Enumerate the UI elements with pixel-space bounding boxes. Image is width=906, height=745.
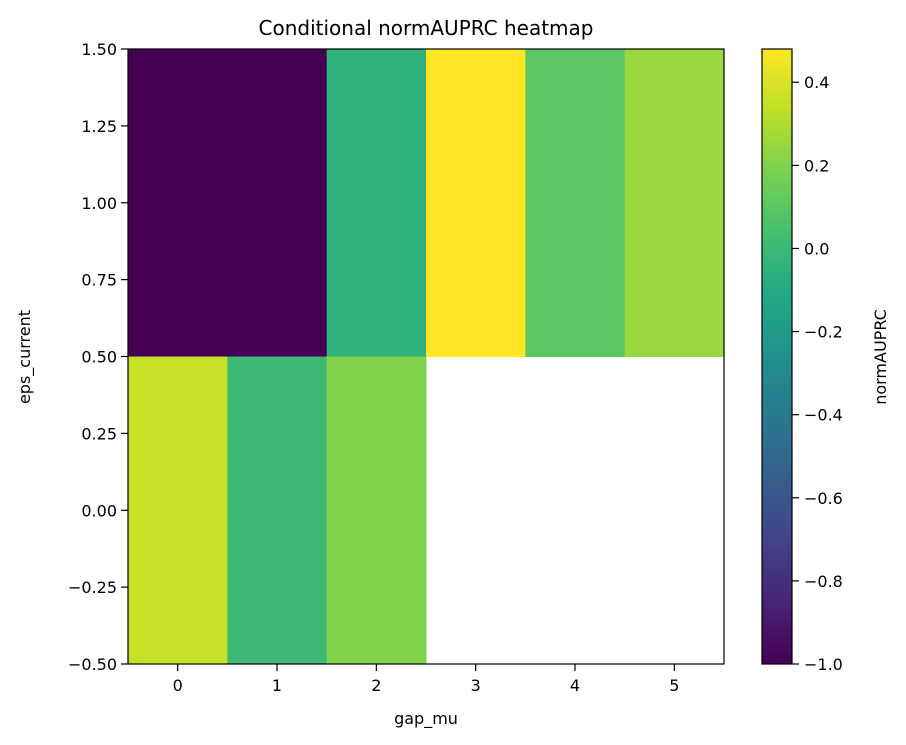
y-tick-label: 1.25	[81, 117, 117, 136]
colorbar	[761, 48, 793, 665]
y-axis-ticks: 1.50 1.25 1.00 0.75 0.50 0.25 0.00 −0.25 −0.50	[68, 40, 128, 674]
y-tick-label: 1.50	[81, 40, 117, 59]
colorbar-tick-label: 0.4	[804, 73, 829, 92]
x-tick-label: 4	[570, 676, 580, 695]
heatmap-cell	[624, 49, 725, 357]
colorbar-tick-label: −0.6	[804, 489, 843, 508]
y-tick-label: 1.00	[81, 194, 117, 213]
colorbar-label: normAUPRC	[871, 309, 890, 405]
colorbar-tick-label: −0.2	[804, 323, 843, 342]
heatmap-cell	[227, 49, 328, 357]
y-tick-label: 0.75	[81, 271, 117, 290]
x-tick-label: 5	[669, 676, 679, 695]
x-tick-label: 1	[272, 676, 282, 695]
y-axis-label: eps_current	[15, 310, 35, 404]
x-tick-label: 3	[471, 676, 481, 695]
x-tick-label: 0	[173, 676, 183, 695]
y-tick-label: 0.00	[81, 501, 117, 520]
colorbar-tick-label: 0.2	[804, 156, 829, 175]
chart-title: Conditional normAUPRC heatmap	[259, 16, 594, 40]
colorbar-tick-label: −1.0	[804, 655, 843, 674]
colorbar-ticks: 0.4 0.2 0.0 −0.2 −0.4 −0.6 −0.8 −1.0	[792, 73, 843, 674]
y-tick-label: −0.25	[68, 578, 117, 597]
x-axis-ticks: 0 1 2 3 4 5	[173, 664, 679, 695]
heatmap-cells	[128, 49, 725, 665]
x-axis-label: gap_mu	[394, 709, 458, 729]
y-tick-label: 0.50	[81, 348, 117, 367]
heatmap-cell	[326, 49, 427, 357]
y-tick-label: −0.50	[68, 655, 117, 674]
colorbar-tick-label: −0.8	[804, 572, 843, 591]
heatmap-cell	[525, 49, 626, 357]
heatmap-cell	[426, 49, 526, 357]
x-tick-label: 2	[371, 676, 381, 695]
heatmap-cell	[326, 356, 427, 665]
heatmap-cell	[128, 49, 228, 357]
heatmap-cell	[227, 356, 328, 665]
colorbar-tick-label: −0.4	[804, 406, 843, 425]
colorbar-tick-label: 0.0	[804, 239, 829, 258]
y-tick-label: 0.25	[81, 424, 117, 443]
heatmap-cell	[128, 356, 228, 665]
